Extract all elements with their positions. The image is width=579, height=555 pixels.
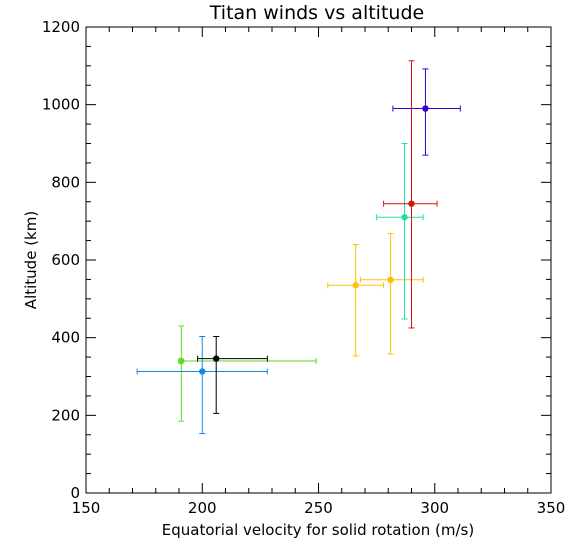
data-point-group — [136, 336, 268, 435]
x-axis: 150 200 250 300 350 — [72, 27, 566, 517]
y-tick-label: 600 — [51, 251, 80, 269]
x-tick-label: 350 — [537, 499, 566, 517]
y-axis: 0 200 400 600 800 1000 1200 — [42, 18, 551, 502]
data-point — [199, 368, 206, 375]
y-tick-label: 400 — [51, 329, 80, 347]
y-tick-label: 1000 — [42, 96, 80, 114]
y-tick-label: 200 — [51, 406, 80, 424]
data-point — [408, 200, 415, 207]
y-tick-label: 0 — [70, 484, 80, 502]
chart-title: Titan winds vs altitude — [209, 2, 424, 24]
data-point — [387, 276, 394, 284]
x-tick-label: 200 — [188, 499, 217, 517]
data-point — [422, 105, 429, 112]
x-tick-label: 250 — [304, 499, 333, 517]
data-point-group — [392, 68, 461, 156]
data-point — [401, 214, 408, 221]
data-point-group — [327, 243, 385, 357]
data-series — [136, 60, 461, 435]
data-point — [178, 357, 185, 365]
data-point-group — [376, 143, 424, 320]
plot-frame — [85, 26, 552, 494]
data-point — [213, 355, 220, 362]
x-tick-label: 300 — [420, 499, 449, 517]
data-point-group — [383, 60, 438, 329]
data-point-group — [178, 325, 317, 422]
x-tick-label: 150 — [72, 499, 101, 517]
x-axis-label: Equatorial velocity for solid rotation (… — [162, 521, 474, 539]
data-point — [352, 282, 359, 289]
data-point-group — [359, 233, 424, 355]
y-axis-label: Altitude (km) — [22, 211, 40, 309]
y-tick-label: 1200 — [42, 18, 80, 36]
y-tick-label: 800 — [51, 173, 80, 191]
data-point-group — [197, 336, 268, 414]
